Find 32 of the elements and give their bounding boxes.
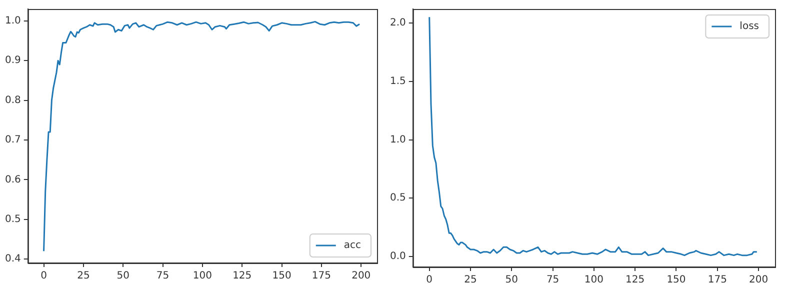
y-tick-label: 1.0 (4, 16, 21, 26)
y-tick-label: 0.0 (390, 251, 406, 262)
x-tick-label: 175 (312, 270, 332, 282)
x-tick-label: 50 (116, 270, 130, 282)
x-tick-label: 200 (352, 270, 371, 282)
x-tick-label: 100 (192, 270, 212, 282)
x-tick-label: 150 (272, 270, 292, 282)
y-tick-label: 0.5 (390, 192, 406, 204)
x-tick-label: 25 (464, 274, 477, 286)
x-tick-label: 0 (426, 274, 433, 286)
y-tick-label: 2.0 (390, 18, 406, 29)
x-tick-label: 25 (77, 270, 90, 282)
y-tick-label: 0.5 (4, 214, 21, 225)
y-tick-label: 0.4 (4, 254, 21, 265)
x-tick-label: 75 (546, 274, 560, 286)
y-tick-label: 0.7 (4, 134, 21, 146)
y-tick-label: 1.0 (390, 134, 406, 146)
x-tick-label: 100 (584, 274, 604, 286)
x-tick-label: 175 (708, 274, 727, 286)
x-tick-label: 0 (40, 270, 47, 282)
x-tick-label: 50 (505, 274, 518, 286)
y-tick-label: 1.5 (390, 76, 406, 87)
x-tick-label: 75 (156, 270, 170, 282)
y-tick-label: 0.8 (4, 94, 21, 106)
x-tick-label: 150 (666, 274, 686, 286)
y-tick-label: 0.6 (4, 174, 21, 186)
x-tick-label: 125 (232, 270, 252, 282)
x-tick-label: 125 (626, 274, 645, 286)
legend-label: loss (740, 21, 760, 32)
y-tick-label: 0.9 (4, 55, 21, 66)
legend-label: acc (344, 240, 361, 252)
x-tick-label: 200 (748, 274, 768, 286)
